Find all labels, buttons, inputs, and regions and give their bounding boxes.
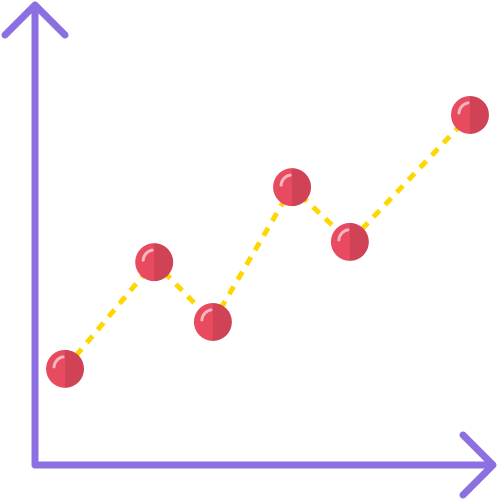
point-shade xyxy=(154,243,174,282)
data-point xyxy=(273,168,312,207)
point-shade xyxy=(65,349,85,388)
point-shade xyxy=(469,95,489,134)
point-highlight xyxy=(279,173,292,187)
point-body xyxy=(193,302,232,341)
point-body xyxy=(135,243,174,282)
point-body xyxy=(46,349,85,388)
data-point xyxy=(330,222,369,261)
y-axis xyxy=(1,1,69,469)
point-highlight xyxy=(337,228,350,242)
point-body xyxy=(273,168,312,207)
point-highlight xyxy=(141,248,154,262)
point-shade xyxy=(292,168,312,207)
point-highlight xyxy=(457,101,470,115)
point-body xyxy=(330,222,369,261)
data-point xyxy=(135,243,174,282)
series-line xyxy=(63,113,472,371)
point-body xyxy=(450,95,489,134)
point-shade xyxy=(349,222,369,261)
data-point xyxy=(450,95,489,134)
data-point xyxy=(193,302,232,341)
point-highlight xyxy=(200,308,213,322)
x-axis xyxy=(31,431,497,499)
point-shade xyxy=(212,302,232,341)
data-point xyxy=(46,349,85,388)
point-highlight xyxy=(52,355,65,369)
